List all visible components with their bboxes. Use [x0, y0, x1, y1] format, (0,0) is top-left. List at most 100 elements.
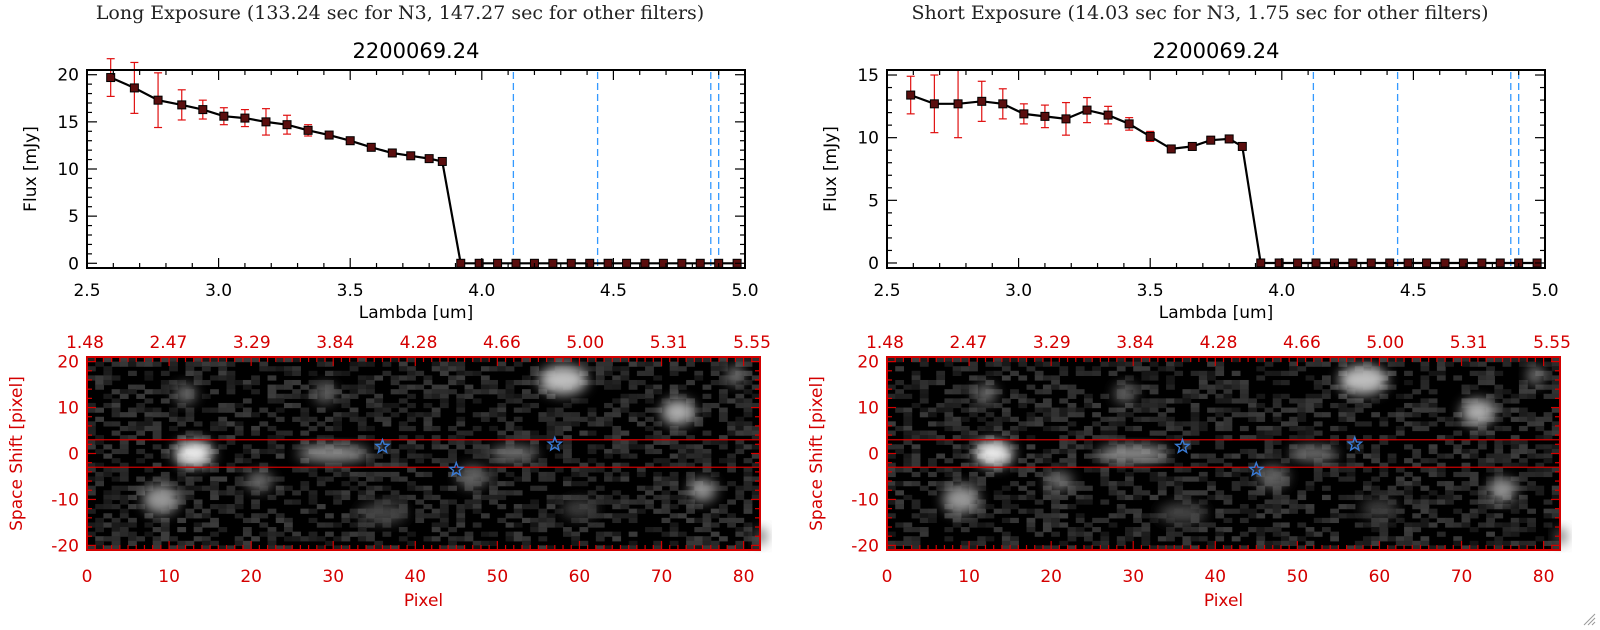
image-cell	[1461, 384, 1471, 390]
image-cell	[554, 508, 564, 514]
image-cell	[612, 517, 622, 524]
image-cell	[612, 439, 622, 445]
image-cell	[1354, 545, 1364, 551]
image-cell	[969, 462, 978, 468]
data-point	[387, 148, 397, 158]
image-cell	[743, 361, 753, 367]
image-cell	[661, 504, 671, 510]
image-cell	[456, 430, 466, 436]
image-cell	[1248, 481, 1257, 487]
image-cell	[743, 471, 753, 478]
image-cell	[185, 494, 195, 501]
image-cell	[1010, 425, 1019, 432]
image-cell	[472, 398, 482, 404]
image-cell	[1207, 375, 1216, 381]
image-cell	[735, 398, 745, 404]
image-cell	[1026, 412, 1036, 418]
image-cell	[407, 425, 416, 432]
image-cell	[620, 370, 630, 376]
image-cell	[308, 393, 318, 399]
image-cell	[349, 361, 359, 367]
image-cell	[431, 527, 441, 533]
image-cell	[218, 425, 228, 432]
image-cell	[595, 499, 605, 505]
data-point	[366, 142, 376, 152]
image-cell	[415, 508, 425, 514]
image-cell	[87, 476, 96, 482]
image-cell	[1141, 370, 1151, 376]
image-cell	[1215, 407, 1225, 413]
image-cell	[530, 499, 540, 505]
image-cell	[554, 430, 564, 436]
image-cell	[653, 389, 663, 395]
resize-grip-icon[interactable]	[1582, 612, 1596, 626]
image-cell	[1428, 407, 1438, 413]
image-cell	[1280, 370, 1290, 376]
data-point	[1495, 258, 1505, 268]
image-cell	[210, 522, 219, 528]
image-cell	[201, 393, 211, 399]
image-cell	[316, 439, 326, 445]
image-cell	[1305, 402, 1315, 409]
image-cell	[374, 471, 384, 478]
image-cell	[960, 481, 970, 487]
data-point	[1256, 258, 1266, 268]
image-cell	[111, 490, 121, 496]
image-cell	[95, 361, 105, 367]
image-cell	[977, 416, 987, 422]
image-cell	[677, 531, 687, 537]
image-cell	[1272, 504, 1282, 510]
data-point	[1019, 109, 1029, 119]
image-cell	[1477, 522, 1487, 528]
image-cell	[505, 536, 515, 542]
image-cell	[595, 545, 605, 551]
image-cell	[505, 531, 515, 537]
image-cell	[1026, 522, 1036, 528]
image-cell	[1166, 379, 1175, 386]
image-cell	[390, 499, 400, 505]
image-cell	[1166, 476, 1175, 482]
image-cell	[653, 439, 663, 445]
image-cell	[1141, 540, 1151, 547]
image-cell	[538, 517, 548, 524]
image-cell	[645, 361, 654, 367]
image-cell	[694, 545, 704, 551]
image-cell	[1502, 439, 1512, 445]
image-cell	[1313, 458, 1323, 464]
image-cell	[977, 407, 987, 413]
image-cell	[398, 458, 408, 464]
image-cell	[242, 467, 252, 473]
image-cell	[628, 453, 638, 459]
image-cell	[152, 527, 162, 533]
image-cell	[960, 545, 970, 551]
image-cell	[218, 416, 228, 422]
image-cell	[1239, 393, 1249, 399]
y-tick-label: 15	[857, 66, 879, 86]
image-cell	[1486, 393, 1495, 399]
image-cell	[751, 545, 761, 551]
image-cell	[751, 357, 761, 363]
image-cell	[604, 494, 613, 501]
image-cell	[1264, 407, 1274, 413]
image-cell	[119, 485, 129, 491]
image-cell	[1166, 435, 1175, 441]
image-cell	[595, 462, 605, 468]
image-cell	[669, 471, 679, 478]
image-cell	[1190, 412, 1200, 418]
image-cell	[1404, 490, 1413, 496]
image-cell	[382, 499, 392, 505]
image-cell	[1239, 412, 1249, 418]
x-tick-label: 40	[404, 567, 426, 587]
image-cell	[620, 462, 630, 468]
image-cell	[1116, 540, 1126, 547]
image-cell	[275, 366, 285, 372]
image-cell	[1494, 453, 1504, 459]
image-cell	[1518, 361, 1528, 367]
image-cell	[571, 467, 581, 473]
image-cell	[1264, 370, 1274, 376]
image-cell	[1083, 467, 1093, 473]
image-cell	[456, 508, 466, 514]
image-cell	[1256, 416, 1266, 422]
image-cell	[472, 357, 482, 363]
image-cell	[431, 407, 441, 413]
